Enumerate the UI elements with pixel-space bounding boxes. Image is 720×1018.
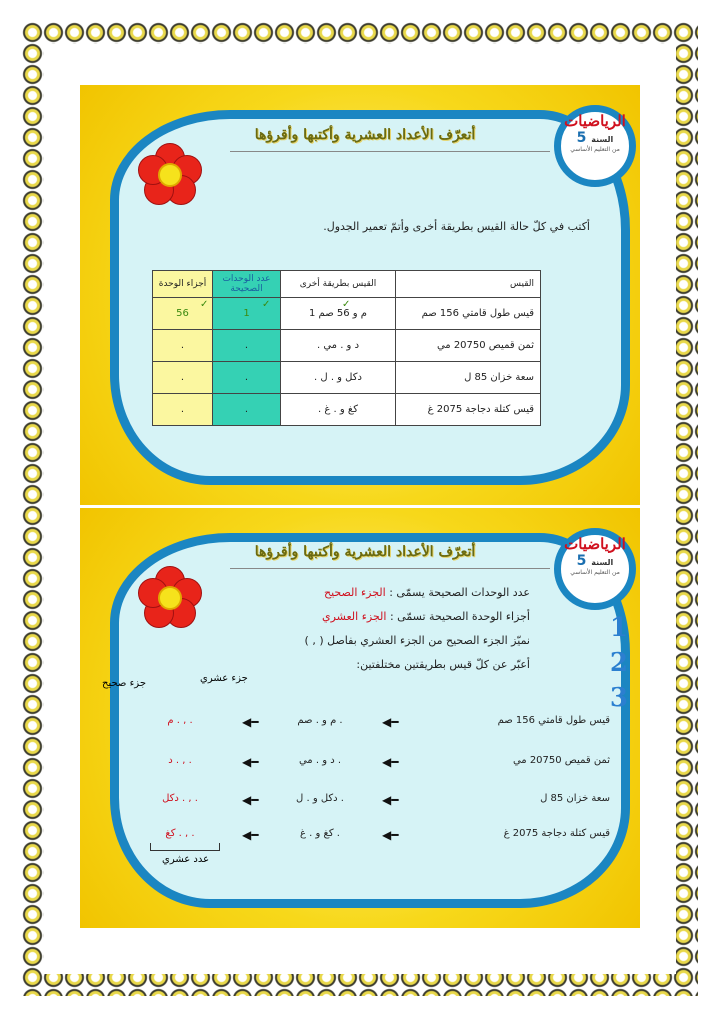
header-parts: أجزاء الوحدة [152,270,213,298]
decimal-number-bracket [150,843,220,851]
row-way1[interactable]: . د و . مي [298,755,342,766]
check-mark-icon: ✓ [262,299,271,310]
arrow-left-icon: ◀━ [382,755,399,769]
header-other: القيس بطريقة أخرى [280,270,396,298]
flower-icon [138,566,202,630]
arrow-left-icon: ◀━ [242,793,259,807]
year-label: السنة [591,135,614,144]
check-mark-icon: ✓ [200,299,209,310]
subject-label: الرياضيات [564,535,626,553]
conversion-row: سعة خزان 85 ل ◀━ . دكل و . ل ◀━ دكل . , … [120,793,610,813]
table-row: . . . دكل و . ل سعة خزان 85 ل [152,361,541,394]
year-number: 5 [576,130,587,146]
label-decimal-part: جزء عشري [200,673,248,684]
lesson-instruction: أعبّر عن كلّ قيس بطريقتين مختلفتين: [356,658,530,671]
header-measure: القيس [395,270,541,298]
conversion-row: قيس كتلة دجاجة 2075 غ ◀━ . كغ و . غ ◀━ ك… [120,828,610,848]
check-mark-icon: ✓ [342,299,351,310]
arrow-left-icon: ◀━ [242,715,259,729]
arrow-left-icon: ◀━ [382,793,399,807]
exercise-panel: الرياضيات السنة 5 من التعليم الأساسي أتع… [80,85,640,505]
cell-whole[interactable]: . [212,393,281,426]
cell-other[interactable]: . كغ و . غ [280,393,396,426]
term-whole: الجزء الصحيح [324,586,386,599]
definition-separator: نميّز الجزء الصحيح من الجزء العشري بفاصل… [304,634,530,647]
table-row: . . . د و . مي ثمن قميص 20750 مي [152,329,541,362]
label-whole-part: جزء صحيح [102,678,146,689]
definition-text: عدد الوحدات الصحيحة يسمّى : [385,586,530,599]
arrow-left-icon: ◀━ [382,715,399,729]
side-number-3: 3 [609,683,628,713]
row-measure: سعة خزان 85 ل [540,793,610,804]
cell-other[interactable]: 1 م و 56 صم [280,297,396,330]
year-number: 5 [576,553,587,569]
divider [230,568,550,569]
row-way2[interactable]: م . , . [167,715,193,726]
definition-decimal: أجزاء الوحدة الصحيحة تسمّى : الجزء العشر… [322,610,530,623]
row-measure: ثمن قميص 20750 مي [512,755,610,766]
measure-table: أجزاء الوحدة عدد الوحدات الصحيحة القيس ب… [152,270,541,426]
row-way2[interactable]: د . , . [168,755,192,766]
divider [230,151,550,152]
arrow-left-icon: ◀━ [242,755,259,769]
side-number-2: 2 [609,648,628,678]
subject-label: الرياضيات [564,112,626,130]
row-way1[interactable]: . م و . صم [297,715,343,726]
table-row: . . . كغ و . غ قيس كتلة دجاجة 2075 غ [152,393,541,426]
row-measure: قيس طول قامتي 156 صم [497,715,610,726]
cell-parts[interactable]: . [152,393,213,426]
row-way1[interactable]: . دكل و . ل [296,793,344,804]
lesson-title: أتعرّف الأعداد العشرية وأكتبها وأقرؤها [254,127,476,143]
from-label: من [612,569,620,576]
table-header: أجزاء الوحدة عدد الوحدات الصحيحة القيس ب… [152,270,541,298]
cell-whole[interactable]: . [212,329,281,362]
lesson-title: أتعرّف الأعداد العشرية وأكتبها وأقرؤها [254,544,476,560]
table-row: 56 1 1 م و 56 صم قيس طول قامتي 156 صم [152,297,541,330]
cell-measure: ثمن قميص 20750 مي [395,329,541,362]
cell-measure: قيس طول قامتي 156 صم [395,297,541,330]
row-measure: قيس كتلة دجاجة 2075 غ [503,828,610,839]
cell-other[interactable]: . دكل و . ل [280,361,396,394]
cell-parts[interactable]: . [152,361,213,394]
arrow-left-icon: ◀━ [242,828,259,842]
header-whole: عدد الوحدات الصحيحة [212,270,281,298]
row-way2[interactable]: دكل . , . [162,793,198,804]
conversion-row: قيس طول قامتي 156 صم ◀━ . م و . صم ◀━ م … [120,715,610,735]
subject-badge: الرياضيات السنة 5 من التعليم الأساسي [554,105,636,187]
row-way2[interactable]: كغ . , . [165,828,195,839]
definition-whole: عدد الوحدات الصحيحة يسمّى : الجزء الصحيح [324,586,530,599]
subject-badge: الرياضيات السنة 5 من التعليم الأساسي [554,528,636,610]
year-label: السنة [591,558,614,567]
conversion-row: ثمن قميص 20750 مي ◀━ . د و . مي ◀━ د . ,… [120,755,610,775]
level-label: التعليم الأساسي [570,569,611,576]
cell-parts[interactable]: . [152,329,213,362]
level-label: التعليم الأساسي [570,146,611,153]
label-decimal-number: عدد عشري [162,854,210,865]
row-way1[interactable]: . كغ و . غ [300,828,340,839]
cell-measure: قيس كتلة دجاجة 2075 غ [395,393,541,426]
cell-other[interactable]: . د و . مي [280,329,396,362]
cell-whole[interactable]: . [212,361,281,394]
term-decimal: الجزء العشري [322,610,387,623]
exercise-instruction: أكتب في كلّ حالة القيس بطريقة أخرى وأتمّ… [323,220,590,233]
definition-text: أجزاء الوحدة الصحيحة تسمّى : [386,610,530,623]
cell-measure: سعة خزان 85 ل [395,361,541,394]
from-label: من [612,146,620,153]
arrow-left-icon: ◀━ [382,828,399,842]
lesson-panel: الرياضيات السنة 5 من التعليم الأساسي 1 2… [80,508,640,928]
side-number-1: 1 [609,613,628,643]
flower-icon [138,143,202,207]
